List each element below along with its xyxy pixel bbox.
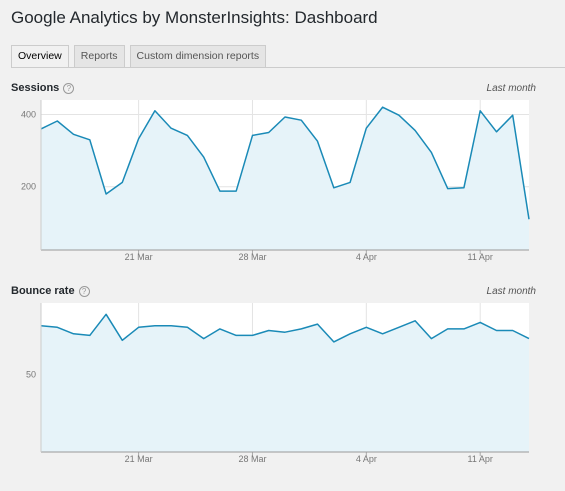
bounce-rate-y-tick-label: 50	[26, 369, 36, 379]
help-icon[interactable]: ?	[78, 285, 90, 297]
bounce-rate-x-tick-label: 11 Apr	[468, 454, 493, 464]
bounce-rate-x-tick-label: 28 Mar	[238, 454, 266, 464]
sessions-x-tick-label: 21 Mar	[125, 252, 153, 262]
sessions-x-tick-label: 4 Apr	[356, 252, 377, 262]
bounce-rate-title-label: Bounce rate	[11, 285, 75, 297]
page-title: Google Analytics by MonsterInsights: Das…	[11, 8, 378, 27]
sessions-chart-title: Sessions ?	[11, 82, 75, 94]
sessions-area-fill	[41, 107, 529, 250]
sessions-x-tick-label: 11 Apr	[468, 252, 493, 262]
bounce-rate-area-fill	[41, 314, 529, 452]
bounce-rate-series-line	[40, 313, 530, 343]
sessions-series-line	[40, 106, 530, 220]
sessions-y-tick-label: 400	[21, 109, 36, 119]
bounce-rate-x-tick-label: 21 Mar	[125, 454, 153, 464]
sessions-x-tick-label: 28 Mar	[238, 252, 266, 262]
sessions-title-label: Sessions	[11, 82, 60, 94]
bounce-rate-x-tick-label: 4 Apr	[356, 454, 377, 464]
help-icon[interactable]: ?	[63, 82, 75, 94]
sessions-y-tick-label: 200	[21, 182, 36, 192]
tab-divider	[11, 67, 565, 68]
bounce-rate-chart-title: Bounce rate ?	[11, 285, 90, 297]
bounce-rate-period-label: Last month	[486, 286, 536, 297]
sessions-period-label: Last month	[486, 83, 536, 94]
